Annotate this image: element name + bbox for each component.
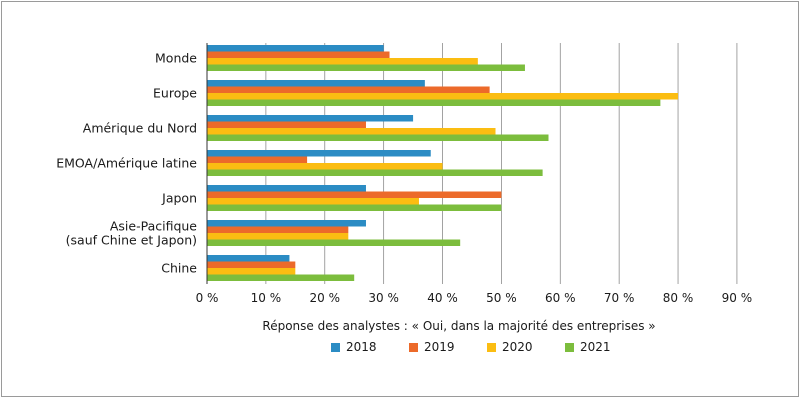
bar-2021 xyxy=(207,64,525,71)
x-tick-label: 40 % xyxy=(427,291,458,305)
legend: 2018 2019 2020 2021 xyxy=(331,340,611,354)
bar-2019 xyxy=(207,191,502,198)
bar-2020 xyxy=(207,58,478,65)
legend-swatch-2021 xyxy=(565,343,574,352)
category-labels: Monde Europe Amérique du Nord EMOA/Amérique… xyxy=(56,51,197,276)
bar-2021 xyxy=(207,239,461,246)
legend-label: 2021 xyxy=(580,340,611,354)
bar-2018 xyxy=(207,185,366,192)
bar-2021 xyxy=(207,99,661,106)
x-tick-labels: 0 % 10 % 20 % 30 % 40 % 50 % 60 % 70 % 80 % 90 % xyxy=(196,291,753,305)
bar-2019 xyxy=(207,226,349,233)
x-tick-label: 50 % xyxy=(486,291,517,305)
bar-2018 xyxy=(207,220,366,227)
x-tick-label: 90 % xyxy=(722,291,753,305)
bar-2018 xyxy=(207,150,431,157)
bar-2019 xyxy=(207,51,390,58)
category-label: Chine xyxy=(161,261,197,276)
legend-label: 2020 xyxy=(502,340,533,354)
x-tick-label: 60 % xyxy=(545,291,576,305)
x-tick-label: 30 % xyxy=(368,291,399,305)
category-label: Amérique du Nord xyxy=(83,121,197,136)
bar-2018 xyxy=(207,255,290,262)
category-label: Japon xyxy=(161,191,197,206)
bar-2018 xyxy=(207,115,414,122)
bar-2019 xyxy=(207,261,296,268)
bar-2021 xyxy=(207,134,549,141)
category-label: Europe xyxy=(153,86,197,101)
legend-label: 2018 xyxy=(346,340,377,354)
bar-2020 xyxy=(207,128,496,135)
x-tick-label: 10 % xyxy=(251,291,282,305)
bar-2020 xyxy=(207,163,443,170)
legend-swatch-2019 xyxy=(409,343,418,352)
x-tick-label: 0 % xyxy=(196,291,219,305)
legend-swatch-2020 xyxy=(487,343,496,352)
x-axis-label: Réponse des analystes : « Oui, dans la m… xyxy=(262,319,655,333)
legend-label: 2019 xyxy=(424,340,455,354)
bar-2020 xyxy=(207,93,679,100)
legend-swatch-2018 xyxy=(331,343,340,352)
bar-2020 xyxy=(207,233,349,240)
bar-2019 xyxy=(207,156,308,163)
category-label: (sauf Chine et Japon) xyxy=(66,233,197,248)
x-tick-label: 70 % xyxy=(604,291,635,305)
x-tick-label: 20 % xyxy=(310,291,341,305)
bar-2019 xyxy=(207,86,490,93)
x-tick-label: 80 % xyxy=(663,291,694,305)
bar-2020 xyxy=(207,198,419,205)
bar-2020 xyxy=(207,268,296,275)
bar-2021 xyxy=(207,169,543,176)
bar-2019 xyxy=(207,121,366,128)
category-label: Asie-Pacifique xyxy=(110,219,197,234)
bar-2021 xyxy=(207,274,355,281)
bar-2018 xyxy=(207,80,425,87)
bar-2018 xyxy=(207,45,384,52)
category-label: EMOA/Amérique latine xyxy=(56,156,197,171)
bar-2021 xyxy=(207,204,502,211)
category-label: Monde xyxy=(155,51,197,66)
bars xyxy=(207,45,679,281)
